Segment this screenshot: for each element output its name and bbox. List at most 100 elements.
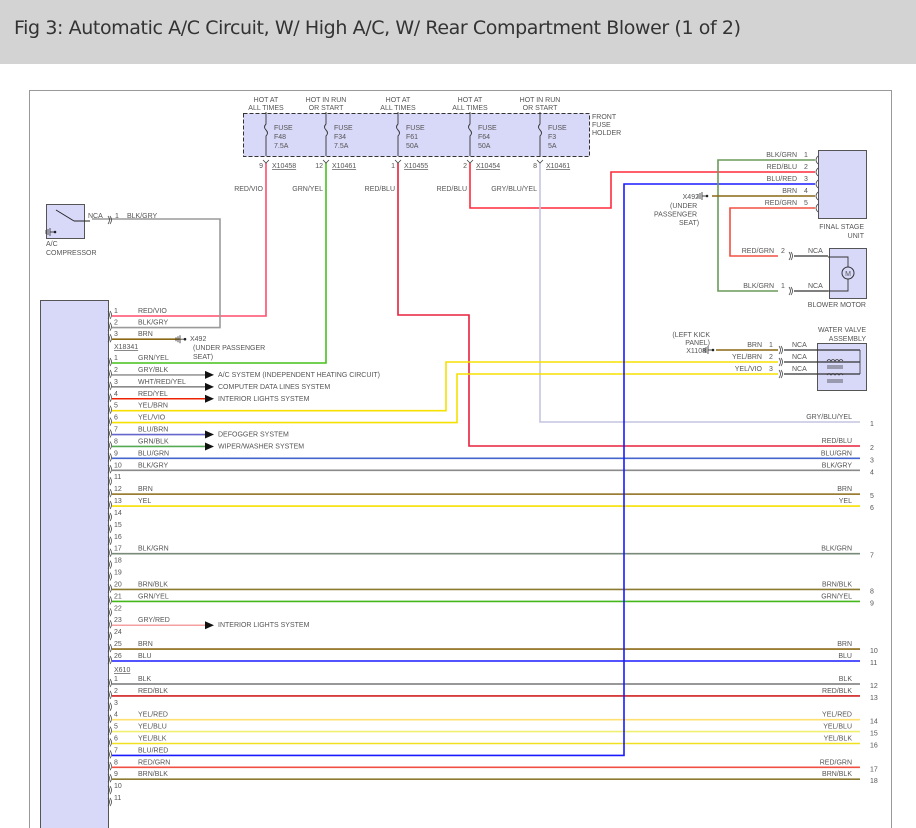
connector-terminal-icon xyxy=(107,465,112,474)
pin-number: 2 xyxy=(781,248,785,255)
ground-note: (UNDER PASSENGER xyxy=(193,345,265,352)
ground-id: X492 xyxy=(683,194,699,201)
connector-terminal-icon xyxy=(107,500,112,510)
pin-number: 6 xyxy=(114,736,118,743)
wire-label: BLU xyxy=(138,653,152,660)
wire-label: GRY/BLK xyxy=(138,367,169,374)
wire-label: BLK/GRY xyxy=(127,213,158,220)
fuse-rating: 7.5A xyxy=(274,143,289,150)
fuse-id: F34 xyxy=(334,134,346,141)
connector-terminal-icon xyxy=(815,155,819,165)
ground-note: SEAT) xyxy=(679,220,699,227)
pin-number: 22 xyxy=(114,605,122,612)
right-wire-label: BRN/BLK xyxy=(822,771,852,778)
right-pin-number: 9 xyxy=(870,600,874,607)
water-valve-label: WATER VALVE xyxy=(818,327,866,334)
fuse-wire-label: RED/VIO xyxy=(234,186,263,193)
connector-terminal-icon xyxy=(107,548,112,557)
right-pin-number: 10 xyxy=(870,648,878,655)
pin-number: 2 xyxy=(769,354,773,361)
right-wire-label: RED/BLK xyxy=(822,688,852,695)
fuse-icon xyxy=(538,112,542,156)
connector-terminal-icon xyxy=(107,536,112,546)
connector-terminal-icon xyxy=(107,643,112,653)
pin-number: 5 xyxy=(804,200,808,207)
wire-label: BLK xyxy=(138,676,152,683)
fuse-feed-label: OR START xyxy=(309,105,344,112)
fuse-rating: 50A xyxy=(406,143,419,150)
pin-number: 1 xyxy=(769,342,773,349)
connector-terminal-icon xyxy=(107,678,112,688)
connector-terminal-icon xyxy=(107,655,112,665)
connector-terminal-icon xyxy=(107,702,112,712)
right-pin-number: 14 xyxy=(870,719,878,726)
wire-label: RED/GRN xyxy=(742,248,774,255)
ac-compressor-label: COMPRESSOR xyxy=(46,250,97,257)
right-pin-number: 6 xyxy=(870,505,874,512)
pin-number: 21 xyxy=(114,593,122,600)
page-title: Fig 3: Automatic A/C Circuit, W/ High A/… xyxy=(14,17,741,39)
wires-layer xyxy=(92,159,860,781)
fuse-pin-number: 9 xyxy=(259,163,263,170)
nca-label: NCA xyxy=(808,248,823,255)
connector-terminal-icon xyxy=(107,773,112,783)
arrow-icon xyxy=(205,442,214,451)
pin-number: 26 xyxy=(114,653,122,660)
right-wire-label: YEL/BLU xyxy=(823,724,852,731)
wire-label: BRN xyxy=(747,342,762,349)
module-block xyxy=(40,300,109,828)
fuse-name: FUSE xyxy=(548,125,567,132)
wire-red-vio xyxy=(112,163,267,317)
ac-compressor-label: A/C xyxy=(46,241,58,248)
right-pin-number: 12 xyxy=(870,683,878,690)
wire-label: RED/BLU xyxy=(767,164,797,171)
pin-number: 6 xyxy=(114,415,118,422)
connector-terminal-icon xyxy=(107,524,112,534)
right-wire-label: YEL/BLK xyxy=(824,736,853,743)
pin-number: 17 xyxy=(114,546,122,553)
pin-number: 4 xyxy=(114,391,118,398)
connector-terminal-icon xyxy=(815,203,819,213)
fuse-name: FUSE xyxy=(406,125,425,132)
connector-terminal-icon xyxy=(322,159,330,164)
right-pin-number: 15 xyxy=(870,731,878,738)
pin-number: 1 xyxy=(114,676,118,683)
ground-node xyxy=(711,348,715,352)
wire-label: YEL/BLK xyxy=(138,736,167,743)
pin-number: 11 xyxy=(114,474,121,481)
switch-icon xyxy=(55,209,90,222)
pin-number: 19 xyxy=(114,570,122,577)
fuse-icon xyxy=(264,112,268,156)
connector-terminal-icon xyxy=(107,393,112,402)
right-pin-number: 2 xyxy=(870,445,874,452)
fuse-feed-label: HOT AT xyxy=(386,97,411,104)
wire-label: BRN/BLK xyxy=(138,581,168,588)
right-pin-number: 5 xyxy=(870,493,874,500)
right-pin-number: 11 xyxy=(870,660,877,667)
wire-blk-grn xyxy=(717,159,815,292)
connector-terminal-icon xyxy=(107,429,112,438)
pin-number: 5 xyxy=(114,724,118,731)
fuse-connector-id: X10461 xyxy=(332,163,356,170)
right-wire-label: BRN/BLK xyxy=(822,581,852,588)
connector-terminal-icon xyxy=(778,345,783,355)
wire-red-grn xyxy=(729,207,815,257)
wire-label: YEL xyxy=(138,498,151,505)
pin-number: 8 xyxy=(114,438,118,445)
ground-icon xyxy=(45,228,54,236)
destination-label: WIPER/WASHER SYSTEM xyxy=(218,443,304,450)
pin-number: 7 xyxy=(114,747,118,754)
fuse-connector-id: X10458 xyxy=(272,163,296,170)
pin-number: 2 xyxy=(804,164,808,171)
pin-number: 10 xyxy=(114,462,122,469)
wire-label: GRN/BLK xyxy=(138,438,169,445)
fuse-pin-number: 1 xyxy=(391,163,395,170)
connector-terminal-icon xyxy=(107,357,112,367)
ground-note: (UNDER xyxy=(670,203,697,210)
arrow-icon xyxy=(205,382,214,391)
pin-number: 3 xyxy=(114,379,118,386)
fuse-id: F48 xyxy=(274,134,286,141)
motor-lead xyxy=(828,256,849,292)
nca-label: NCA xyxy=(808,283,823,290)
fuse-name: FUSE xyxy=(478,125,497,132)
